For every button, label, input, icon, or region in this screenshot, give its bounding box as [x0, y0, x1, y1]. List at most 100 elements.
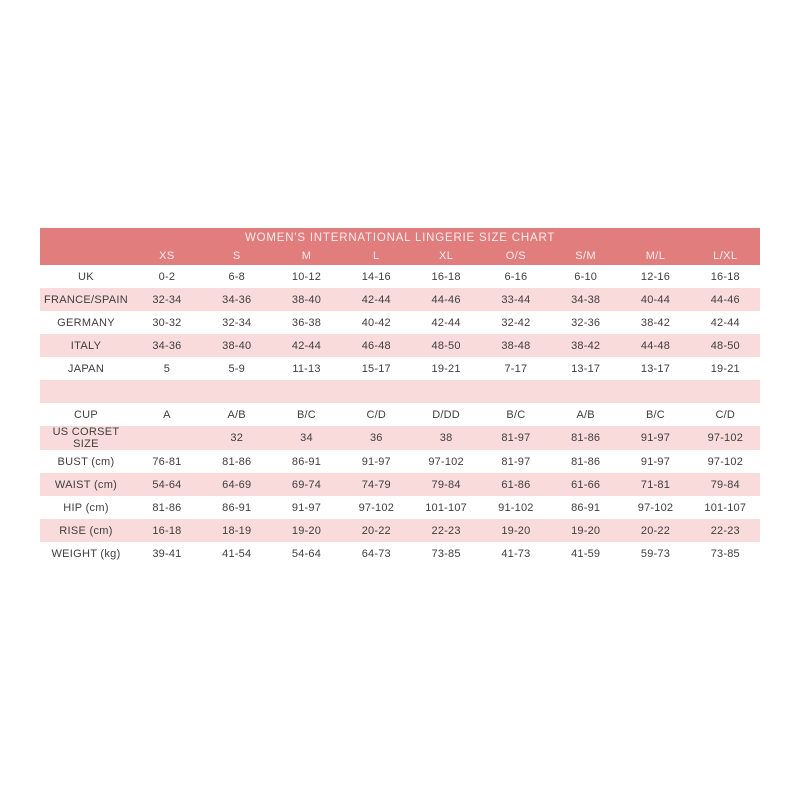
size-value-cell: 34 — [300, 432, 313, 444]
size-value-cell: 48-50 — [710, 339, 740, 352]
size-value-cell: 38-40 — [222, 339, 252, 352]
size-value-cell: 6-8 — [228, 270, 245, 283]
size-value-cell: 81-97 — [501, 432, 531, 444]
size-value-cell: B/C — [297, 408, 316, 421]
table-body: UK 0-2 6-8 10-12 14-16 16-18 6-16 6-10 12-16 16-1… — [40, 265, 761, 565]
size-value-cell: 81-86 — [222, 455, 252, 468]
size-value-cell: 79-84 — [710, 478, 740, 491]
size-value-cell: 61-66 — [571, 478, 601, 491]
size-value-cell: 19-20 — [501, 524, 531, 537]
size-value-cell: 42-44 — [361, 293, 391, 306]
size-value-cell: 73-85 — [431, 547, 461, 560]
size-value-cell: 33-44 — [501, 293, 531, 306]
size-value-cell: 39-41 — [152, 547, 182, 560]
size-value-cell — [621, 380, 691, 403]
row-label-column-header — [40, 247, 132, 265]
size-value-cell: 86-91 — [222, 501, 252, 514]
size-value-cell: 20-22 — [361, 524, 391, 537]
table-row-waist-cm-: WAIST (cm) 54-64 64-69 69-74 74-79 79-84 61-86… — [40, 473, 761, 496]
size-column-header-xl: XL — [411, 247, 481, 265]
size-value-cell: 38-48 — [501, 339, 531, 352]
size-column-header-l: L — [341, 247, 412, 265]
size-value-cell: 61-86 — [501, 478, 531, 491]
size-value-cell: 18-19 — [222, 524, 252, 537]
size-value-cell: 36-38 — [291, 316, 322, 329]
size-value-cell: D/DD — [432, 408, 460, 421]
size-value-cell — [551, 380, 621, 403]
row-label: UK — [78, 270, 94, 283]
chart-title: WOMEN'S INTERNATIONAL LINGERIE SIZE CHAR… — [40, 228, 761, 247]
size-value-cell: 32-36 — [571, 316, 601, 329]
size-value-cell: 81-86 — [152, 501, 182, 514]
size-value-cell: 13-17 — [640, 362, 671, 375]
size-value-cell: 44-46 — [431, 293, 461, 306]
row-label: CUP — [73, 408, 99, 421]
size-value-cell — [481, 380, 551, 403]
size-value-cell: 97-102 — [358, 501, 395, 514]
size-value-cell: 19-21 — [431, 362, 461, 375]
size-value-cell: 16-18 — [152, 524, 182, 537]
row-label: ITALY — [70, 339, 102, 352]
size-value-cell: 38-42 — [640, 316, 671, 329]
title-row: WOMEN'S INTERNATIONAL LINGERIE SIZE CHAR… — [40, 228, 761, 247]
size-value-cell: 101-107 — [704, 501, 747, 514]
size-value-cell: 0-2 — [158, 270, 176, 283]
row-label: GERMANY — [57, 316, 115, 329]
size-value-cell: 19-20 — [291, 524, 322, 537]
row-label: WEIGHT (kg) — [51, 547, 121, 560]
size-value-cell — [272, 380, 342, 403]
row-label: WAIST (cm) — [54, 478, 118, 491]
table-row-rise-cm-: RISE (cm) 16-18 18-19 19-20 20-22 22-23 19-20 1… — [40, 519, 761, 542]
size-value-cell: 91-97 — [361, 455, 391, 468]
size-value-cell: A/B — [227, 408, 246, 421]
size-value-cell: 97-102 — [707, 455, 744, 468]
size-value-cell: 36 — [369, 432, 383, 444]
size-value-cell: 42-44 — [431, 316, 461, 329]
size-value-cell: 32-34 — [152, 293, 182, 306]
size-value-cell: 32 — [230, 432, 244, 444]
row-label — [40, 380, 132, 403]
size-value-cell: 13-17 — [571, 362, 601, 375]
table-row-uk: UK 0-2 6-8 10-12 14-16 16-18 6-16 6-10 12-16 16-1… — [40, 265, 761, 288]
table-row-us-corset-size: US CORSET SIZE 32 34 36 38 81-97 81-86 91-97 97-… — [40, 426, 761, 450]
size-value-cell — [690, 380, 760, 403]
size-column-header-l-xl: L/XL — [690, 247, 761, 265]
row-label: JAPAN — [67, 362, 105, 375]
size-value-cell: 6-16 — [504, 270, 528, 283]
row-label: FRANCE/SPAIN — [43, 293, 129, 306]
size-value-cell: 34-36 — [222, 293, 252, 306]
size-value-cell: 40-44 — [640, 293, 671, 306]
size-value-cell: 7-17 — [504, 362, 528, 375]
size-value-cell: 44-48 — [640, 339, 671, 352]
size-value-cell — [132, 380, 202, 403]
size-value-cell: 5-9 — [228, 362, 245, 375]
table-row-italy: ITALY 34-36 38-40 42-44 46-48 48-50 38-48 38-42… — [40, 334, 761, 357]
size-value-cell: 22-23 — [431, 524, 461, 537]
table-row-france-spain: FRANCE/SPAIN 32-34 34-36 38-40 42-44 44-46 33-… — [40, 288, 761, 311]
size-column-header-m: M — [271, 247, 342, 265]
size-value-cell — [202, 380, 272, 403]
size-value-cell: B/C — [646, 408, 665, 421]
row-label: HIP (cm) — [63, 501, 109, 514]
row-label: RISE (cm) — [59, 524, 113, 537]
size-value-cell: 42-44 — [710, 316, 740, 329]
size-value-cell: 97-102 — [707, 432, 744, 444]
size-value-cell: 81-86 — [571, 432, 601, 444]
size-value-cell: 44-46 — [710, 293, 740, 306]
size-value-cell: 12-16 — [640, 270, 671, 283]
size-value-cell: 86-91 — [571, 501, 601, 514]
table-head: WOMEN'S INTERNATIONAL LINGERIE SIZE CHAR… — [40, 228, 761, 265]
size-value-cell: 34-36 — [152, 339, 182, 352]
size-value-cell: 15-17 — [361, 362, 391, 375]
size-value-cell: 16-18 — [431, 270, 461, 283]
size-value-cell: 14-16 — [361, 270, 391, 283]
size-value-cell: 19-20 — [571, 524, 601, 537]
row-label: US CORSET SIZE — [52, 426, 120, 450]
size-value-cell: 73-85 — [710, 547, 740, 560]
size-value-cell: 38-40 — [291, 293, 322, 306]
size-value-cell: 34-38 — [571, 293, 601, 306]
size-value-cell — [341, 380, 411, 403]
table-row-hip-cm-: HIP (cm) 81-86 86-91 91-97 97-102 101-107 91-1… — [40, 496, 761, 519]
size-value-cell: 71-81 — [640, 478, 671, 491]
